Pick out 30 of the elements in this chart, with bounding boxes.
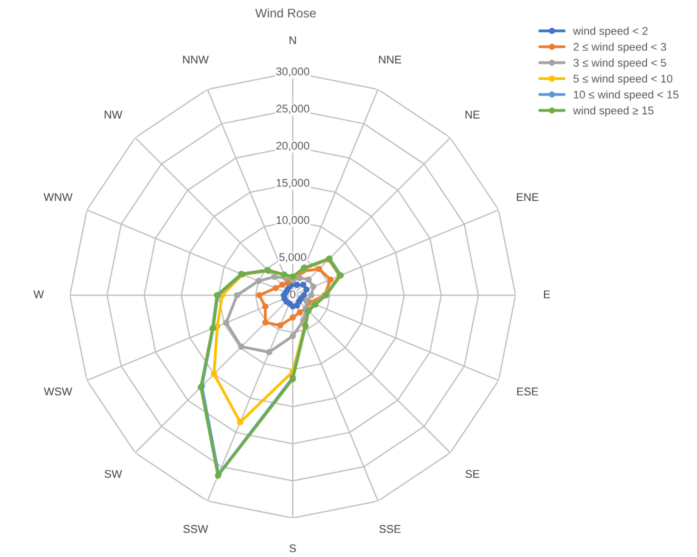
spoke-label: WNW	[44, 193, 72, 201]
spoke-label: SW	[104, 470, 122, 478]
spoke-label: SE	[465, 470, 480, 478]
spoke-label: N	[290, 36, 296, 44]
y-tick-label: 25,000	[276, 104, 310, 114]
spoke-label: SSW	[183, 525, 208, 533]
spoke-label: W	[33, 290, 44, 298]
legend-label: 10 ≤ wind speed < 15	[574, 90, 678, 101]
y-tick-label: 30,000	[276, 68, 310, 77]
spoke-label: NE	[466, 110, 480, 118]
spoke-label: SSE	[379, 525, 401, 533]
spoke-label: WSW	[44, 388, 72, 396]
y-tick-label: 0	[290, 290, 296, 298]
legend-label: 5 ≤ wind speed < 10	[574, 74, 672, 85]
spoke-label: NW	[104, 110, 122, 118]
spoke-label: NNE	[379, 56, 402, 64]
spoke-label: NNW	[183, 56, 209, 64]
spoke-label: S	[290, 544, 296, 552]
chart-title: Wind Rose	[255, 8, 316, 18]
legend-label: wind speed ≥ 15	[573, 106, 654, 117]
legend-label: 3 ≤ wind speed < 5	[573, 58, 666, 69]
y-tick-label: 15,000	[276, 178, 310, 188]
y-tick-label: 5,000	[279, 253, 306, 262]
y-tick-label: 10,000	[276, 216, 310, 226]
y-tick-label: 20,000	[276, 142, 310, 151]
legend-label: wind speed < 2	[573, 26, 648, 38]
spoke-label: E	[544, 290, 550, 298]
spoke-label: ENE	[516, 193, 538, 201]
legend-label: 2 ≤ wind speed < 3	[574, 42, 666, 53]
spoke-label: ESE	[517, 388, 538, 396]
